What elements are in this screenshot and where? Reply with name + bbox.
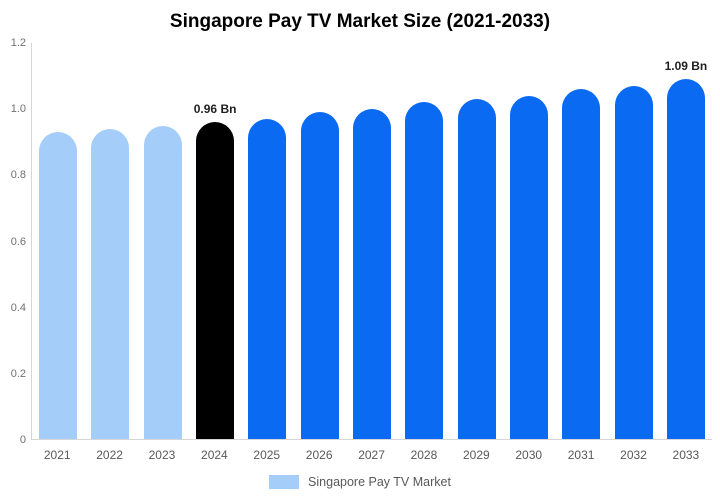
bar-2030[interactable] bbox=[509, 95, 548, 439]
bar-column-2023 bbox=[137, 43, 189, 439]
bar-2023[interactable] bbox=[143, 125, 182, 439]
bar-column-2027 bbox=[346, 43, 398, 439]
bar-column-2021 bbox=[32, 43, 84, 439]
bar-column-2032 bbox=[607, 43, 659, 439]
y-tick-label-0.4: 0.4 bbox=[10, 301, 26, 314]
x-tick-label-2022: 2022 bbox=[96, 448, 123, 462]
bar-2024[interactable] bbox=[196, 122, 235, 439]
bar-2026[interactable] bbox=[300, 112, 339, 439]
x-tick-label-2032: 2032 bbox=[620, 448, 647, 462]
y-tick-label-0: 0 bbox=[19, 434, 26, 446]
value-label-2033: 1.09 Bn bbox=[664, 59, 708, 74]
x-tick-label-2021: 2021 bbox=[43, 448, 71, 462]
x-tick-label-2030: 2030 bbox=[515, 448, 543, 462]
x-tick-label-2031: 2031 bbox=[567, 448, 595, 462]
x-tick-label-2028: 2028 bbox=[410, 448, 438, 462]
x-tick-label-2024: 2024 bbox=[201, 448, 228, 462]
bar-column-2031 bbox=[555, 43, 607, 439]
chart-title: Singapore Pay TV Market Size (2021-2033) bbox=[169, 11, 551, 32]
y-tick-label-0.6: 0.6 bbox=[10, 235, 26, 248]
bar-2031[interactable] bbox=[562, 89, 601, 439]
x-tick-label-2029: 2029 bbox=[462, 448, 490, 462]
y-tick-label-0.2: 0.2 bbox=[10, 367, 26, 380]
legend-swatch-icon bbox=[269, 475, 300, 489]
plot-area: 0.96 Bn 1.09 Bn bbox=[31, 43, 712, 440]
y-tick-label-0.8: 0.8 bbox=[10, 169, 26, 182]
legend-label: Singapore Pay TV Market bbox=[308, 475, 451, 489]
x-axis-labels: 2021 2022 2023 2024 2025 2026 2027 2028 2029 2030… bbox=[31, 448, 712, 462]
bar-2027[interactable] bbox=[353, 109, 392, 439]
bar-column-2028 bbox=[398, 43, 450, 439]
bar-column-2033: 1.09 Bn bbox=[660, 43, 712, 439]
x-tick-label-2026: 2026 bbox=[305, 448, 333, 462]
bar-column-2022 bbox=[84, 43, 136, 439]
y-tick-label-1.2: 1.2 bbox=[10, 37, 26, 49]
bar-column-2025 bbox=[241, 43, 293, 439]
bar-2028[interactable] bbox=[405, 102, 444, 439]
bar-2033[interactable] bbox=[666, 79, 705, 439]
value-label-2024: 0.96 Bn bbox=[193, 102, 237, 117]
legend[interactable]: Singapore Pay TV Market bbox=[0, 475, 720, 489]
x-tick-label-2023: 2023 bbox=[148, 448, 176, 462]
bar-2022[interactable] bbox=[91, 128, 130, 439]
bar-2032[interactable] bbox=[614, 85, 653, 439]
bar-2025[interactable] bbox=[248, 118, 287, 439]
bars-container: 0.96 Bn 1.09 Bn bbox=[32, 43, 712, 439]
x-tick-label-2025: 2025 bbox=[253, 448, 281, 462]
x-tick-label-2033: 2033 bbox=[672, 448, 700, 462]
bar-column-2024: 0.96 Bn bbox=[189, 43, 241, 439]
y-tick-label-1.0: 1.0 bbox=[10, 103, 26, 116]
bar-2029[interactable] bbox=[457, 99, 496, 439]
bar-column-2030 bbox=[503, 43, 555, 439]
bar-column-2026 bbox=[294, 43, 346, 439]
bar-2021[interactable] bbox=[39, 132, 78, 439]
x-tick-label-2027: 2027 bbox=[358, 448, 385, 462]
bar-column-2029 bbox=[451, 43, 503, 439]
